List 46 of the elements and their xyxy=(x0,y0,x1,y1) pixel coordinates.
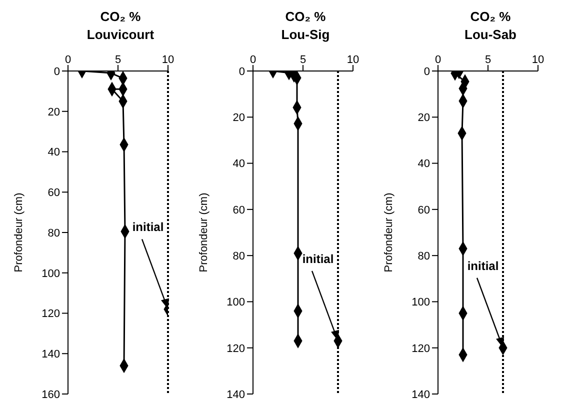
y-tick-label: 40 xyxy=(48,146,60,159)
y-tick-label: 20 xyxy=(48,106,60,118)
y-tick-label: 80 xyxy=(48,227,60,240)
chart-title: CO₂ % xyxy=(469,8,512,26)
x-tick-label: 5 xyxy=(114,54,122,66)
y-tick-label: 100 xyxy=(42,268,60,280)
y-tick-label: 0 xyxy=(238,66,245,78)
y-tick-label: 140 xyxy=(226,388,245,401)
x-tick-label: 0 xyxy=(64,54,72,66)
y-tick-label: 20 xyxy=(418,112,430,124)
y-axis-title: Profondeur (cm) xyxy=(382,192,395,272)
chart-subtitle: Lou-Sab xyxy=(464,26,518,44)
y-tick-label: 140 xyxy=(42,348,60,361)
y-tick-label: 60 xyxy=(418,204,430,216)
x-tick-label: 0 xyxy=(250,54,256,66)
y-tick-label: 60 xyxy=(232,204,245,216)
y-tick-label: 80 xyxy=(418,250,430,262)
y-tick-label: 60 xyxy=(48,187,60,200)
y-tick-label: 100 xyxy=(412,296,430,309)
x-tick-label: 10 xyxy=(532,54,544,66)
y-tick-label: 20 xyxy=(232,112,245,124)
annotation: initial xyxy=(467,258,499,273)
y-axis-title: Profondeur (cm) xyxy=(12,192,25,272)
y-tick-label: 120 xyxy=(42,308,60,320)
y-tick-label: 160 xyxy=(42,388,60,401)
y-tick-label: 40 xyxy=(232,158,245,170)
y-tick-label: 140 xyxy=(412,388,430,401)
chart-title: CO₂ % xyxy=(99,8,142,26)
chart-title: CO₂ % xyxy=(284,8,327,26)
y-tick-label: 120 xyxy=(226,342,245,355)
annotation: initial xyxy=(302,252,334,266)
annotation: initial xyxy=(132,220,164,234)
y-tick-label: 100 xyxy=(226,296,245,309)
x-tick-label: 10 xyxy=(162,54,174,66)
y-tick-label: 0 xyxy=(424,66,430,78)
x-tick-label: 10 xyxy=(346,54,360,66)
y-axis-title: Profondeur (cm) xyxy=(198,192,210,272)
chart-subtitle: Louvicourt xyxy=(86,26,156,44)
x-tick-label: 5 xyxy=(300,54,306,66)
x-tick-label: 5 xyxy=(484,54,492,66)
chart-subtitle: Lou-Sig xyxy=(280,26,331,44)
y-tick-label: 0 xyxy=(54,66,60,78)
y-tick-label: 40 xyxy=(418,158,430,170)
x-tick-label: 0 xyxy=(434,54,442,66)
y-tick-label: 120 xyxy=(412,342,430,355)
y-tick-label: 80 xyxy=(232,250,245,262)
